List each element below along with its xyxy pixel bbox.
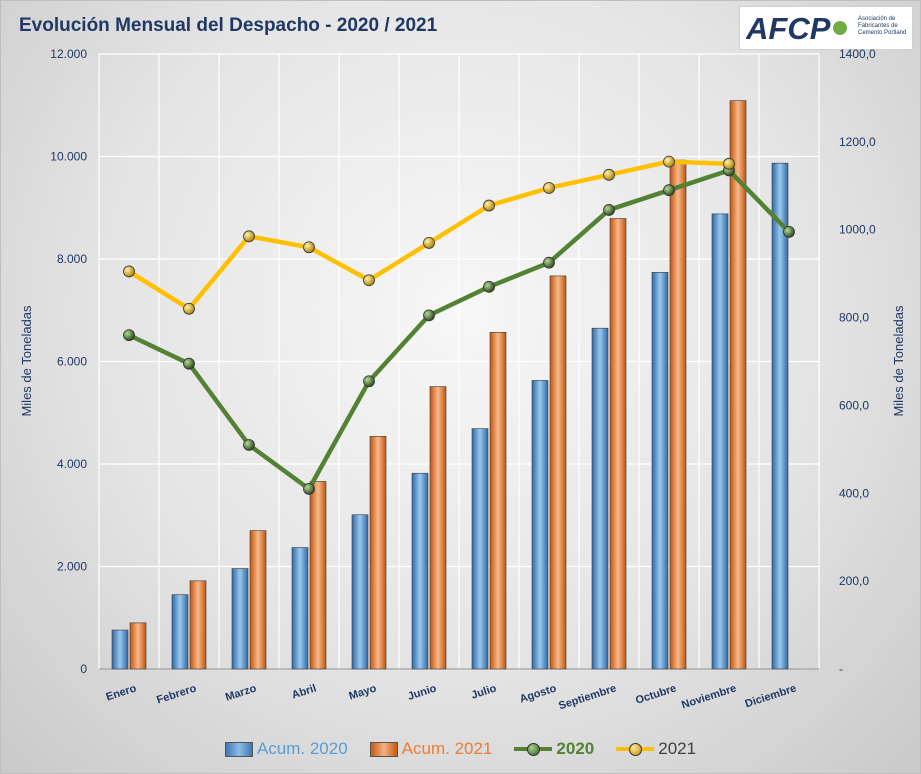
- line-series: [123, 155, 795, 495]
- point-2021: [423, 236, 435, 249]
- legend-item-acum-2020: Acum. 2020: [224, 739, 348, 759]
- bar-acum-2021: [669, 159, 687, 670]
- bar-acum-2021: [489, 331, 507, 670]
- y-tick-left: 2.000: [57, 560, 87, 574]
- point-2021: [723, 157, 735, 170]
- point-2021: [303, 241, 315, 254]
- y-tick-right: 1400,0: [839, 47, 876, 61]
- x-tick-label: Febrero: [155, 682, 198, 706]
- x-tick-label: Septiembre: [557, 682, 618, 712]
- bar-acum-2020: [711, 213, 729, 670]
- bar-acum-2021: [549, 275, 567, 670]
- x-tick-label: Octubre: [634, 682, 678, 706]
- point-2020: [243, 439, 255, 451]
- y-tick-right: 600,0: [839, 398, 869, 412]
- point-2020: [183, 357, 195, 370]
- point-2020: [543, 256, 555, 269]
- line-2020: [128, 168, 791, 492]
- point-2020: [483, 280, 495, 293]
- point-2020: [363, 375, 375, 388]
- point-2021: [483, 199, 495, 212]
- bar-acum-2021: [609, 218, 627, 670]
- y-axis-label-right: Miles de Toneladas: [891, 305, 906, 417]
- legend-label-2021: 2021: [658, 739, 697, 758]
- point-2021: [123, 265, 135, 278]
- bar-acum-2020: [531, 380, 549, 670]
- point-2021: [543, 182, 555, 194]
- bar-acum-2021: [369, 436, 387, 670]
- y-axis-label-left: Miles de Toneladas: [19, 305, 34, 417]
- legend-label-2020: 2020: [556, 739, 595, 758]
- x-tick-label: Mayo: [347, 682, 378, 702]
- bar-acum-2021: [309, 481, 327, 670]
- afcp-logo: AFCP Asociación de Fabricantes de Cement…: [739, 6, 913, 50]
- x-tick-label: Agosto: [518, 682, 558, 705]
- bar-acum-2020: [171, 594, 189, 670]
- legend: Acum. 2020 Acum. 2021 2020 2021: [1, 739, 920, 759]
- y-tick-left: 8.000: [57, 252, 87, 266]
- point-2021: [183, 302, 195, 315]
- logo-subtitle: Asociación de Fabricantes de Cemento Por…: [858, 16, 907, 36]
- legend-line-2021: [616, 742, 655, 756]
- legend-swatch-acum-2021: [369, 741, 398, 757]
- point-2020: [663, 184, 675, 197]
- y-tick-right: 400,0: [839, 486, 869, 500]
- point-2021: [243, 230, 255, 243]
- y-tick-right: -: [839, 662, 843, 676]
- y-tick-right: 200,0: [839, 574, 869, 588]
- bar-acum-2020: [411, 472, 429, 670]
- bar-acum-2021: [729, 100, 747, 670]
- bar-acum-2021: [429, 386, 447, 670]
- bar-series: [111, 100, 789, 670]
- bar-acum-2020: [651, 272, 669, 670]
- legend-item-2021: 2021: [616, 739, 696, 759]
- y-tick-left: 12.000: [50, 47, 87, 61]
- legend-item-acum-2021: Acum. 2021: [369, 739, 493, 759]
- bar-acum-2020: [591, 327, 609, 670]
- x-tick-label: Diciembre: [744, 682, 798, 710]
- point-2021: [663, 155, 675, 168]
- gridlines: [98, 53, 820, 670]
- legend-line-2020: [514, 742, 553, 756]
- bar-acum-2021: [189, 580, 207, 670]
- point-2021: [603, 168, 615, 181]
- x-tick-label: Noviembre: [680, 682, 738, 711]
- bar-acum-2020: [291, 547, 309, 670]
- y-tick-left: 4.000: [57, 457, 87, 471]
- y-tick-left: 10.000: [50, 150, 87, 164]
- point-2020: [123, 329, 135, 342]
- chart-plot: 0 2.000 4.000 6.000 8.000 10.000 12.000 - 200,0 4…: [19, 47, 906, 712]
- afcp-logo-mark: AFCP: [746, 11, 847, 45]
- y-tick-left: 0: [80, 662, 87, 676]
- legend-label-acum-2020: Acum. 2020: [256, 739, 348, 758]
- x-tick-label: Enero: [105, 682, 139, 703]
- bar-acum-2020: [471, 428, 489, 670]
- bar-acum-2020: [771, 162, 789, 670]
- x-tick-label: Abril: [290, 682, 318, 701]
- bar-acum-2021: [129, 622, 147, 670]
- legend-swatch-acum-2020: [224, 741, 253, 757]
- y-tick-right: 1000,0: [839, 223, 876, 237]
- x-tick-label: Julio: [470, 682, 498, 701]
- afcp-logo-text: AFCP: [746, 11, 831, 45]
- point-2021: [363, 274, 375, 287]
- bar-acum-2020: [111, 629, 129, 670]
- bar-acum-2020: [231, 568, 249, 670]
- point-2020: [783, 226, 795, 238]
- point-2020: [423, 309, 435, 322]
- chart-title: Evolución Mensual del Despacho - 2020 / …: [19, 15, 438, 36]
- legend-label-acum-2021: Acum. 2021: [401, 739, 493, 758]
- bar-acum-2020: [351, 514, 369, 670]
- y-tick-right: 800,0: [839, 311, 869, 325]
- legend-item-2020: 2020: [514, 739, 594, 759]
- x-tick-label: Junio: [406, 682, 438, 703]
- point-2020: [303, 482, 315, 495]
- point-2020: [603, 204, 615, 216]
- y-tick-right: 1200,0: [839, 135, 876, 149]
- bar-acum-2021: [249, 530, 267, 670]
- y-tick-left: 6.000: [57, 355, 87, 369]
- x-tick-label: Marzo: [224, 682, 258, 703]
- logo-accent-shape: [833, 21, 847, 35]
